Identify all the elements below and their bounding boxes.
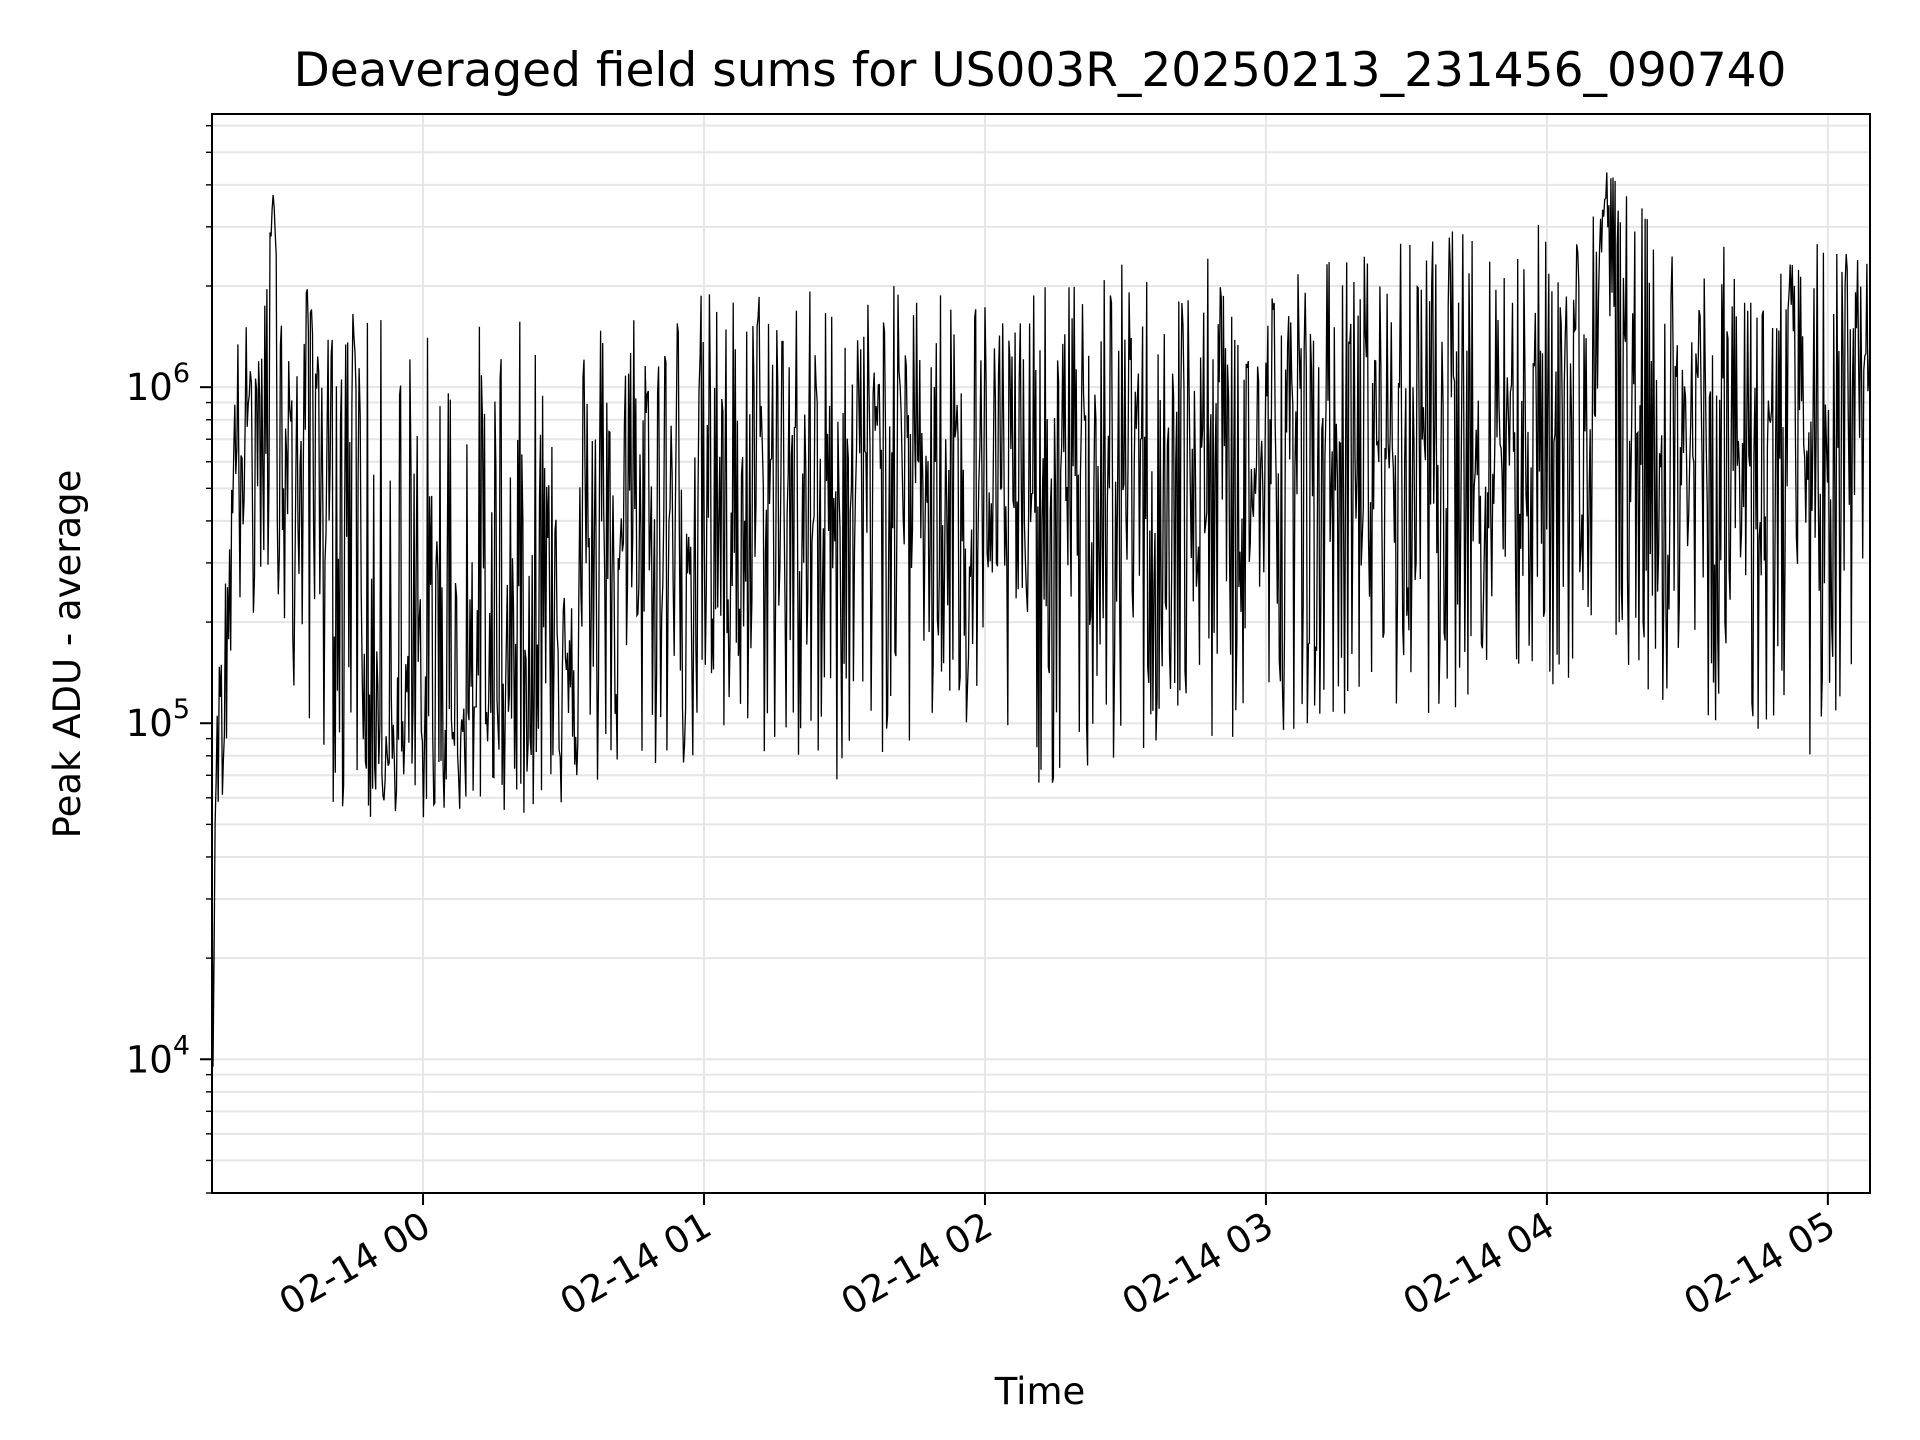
- plot-frame: [211, 113, 1871, 1194]
- y-tick-label: 105: [126, 694, 190, 745]
- x-axis-ticks: 02-14 00 02-14 01 02-14 02 02-14 03 02-14 04…: [272, 1193, 1842, 1324]
- data-series-line: [211, 172, 1871, 1067]
- y-axis-ticks: 104 105 106: [126, 124, 212, 1194]
- y-tick-label: 106: [126, 358, 190, 409]
- y-axis-label: Peak ADU - average: [46, 470, 89, 839]
- x-tick-label: 02-14 01: [553, 1204, 719, 1324]
- x-tick-label: 02-14 05: [1677, 1204, 1843, 1324]
- series-line: [211, 172, 1871, 1067]
- chart-title: Deaveraged field sums for US003R_2025021…: [294, 43, 1787, 98]
- x-tick-label: 02-14 03: [1115, 1204, 1281, 1324]
- x-tick-label: 02-14 04: [1396, 1204, 1562, 1324]
- x-tick-label: 02-14 02: [834, 1204, 1000, 1324]
- y-tick-label: 104: [126, 1030, 190, 1081]
- x-axis-label: Time: [994, 1370, 1086, 1413]
- x-tick-label: 02-14 00: [272, 1204, 438, 1324]
